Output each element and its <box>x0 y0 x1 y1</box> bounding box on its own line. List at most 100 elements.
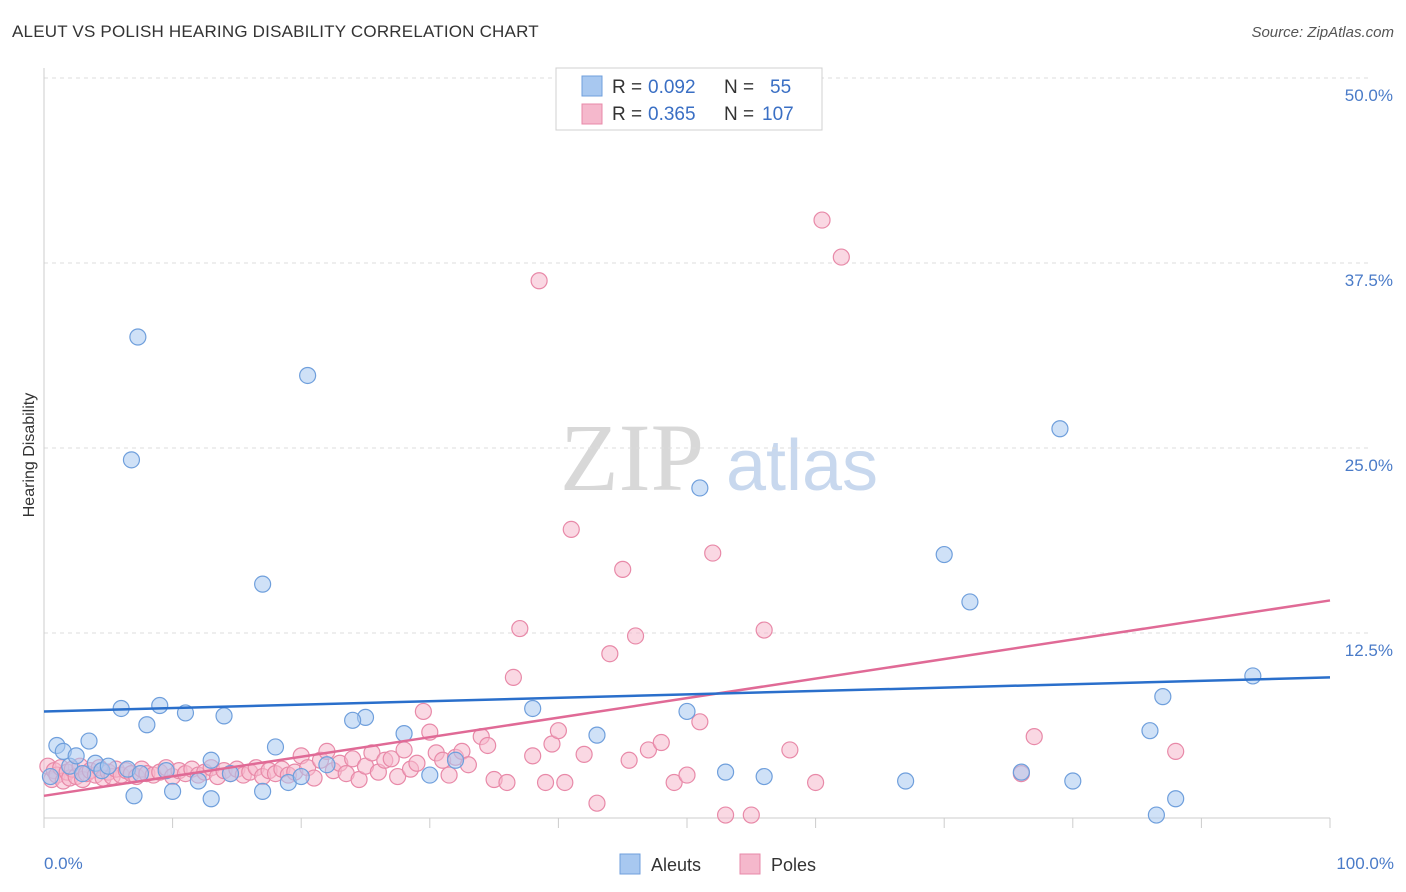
poles-point-72 <box>440 766 458 784</box>
source-label: Source: ZipAtlas.com <box>1251 24 1394 41</box>
poles-point-77 <box>479 736 497 755</box>
aleuts-point-47 <box>1012 763 1030 781</box>
aleuts-point-16 <box>129 328 147 346</box>
aleuts-point-17 <box>122 451 141 469</box>
poles-point-99 <box>691 713 709 731</box>
legend-r-label-aleuts: R = <box>612 77 642 98</box>
legend-n-label-poles: N = <box>724 104 754 125</box>
poles-point-91 <box>601 645 619 663</box>
poles-point-84 <box>536 773 555 792</box>
aleuts-point-52 <box>1154 688 1172 706</box>
aleuts-point-28 <box>266 738 285 756</box>
y-tick-label-2: 37.5% <box>1345 271 1393 290</box>
poles-point-90 <box>588 794 606 812</box>
poles-point-63 <box>382 750 400 768</box>
y-tick-labels: 12.5% 25.0% 37.5% 50.0% <box>1345 86 1393 660</box>
legend-r-value-poles: 0.365 <box>648 104 696 125</box>
poles-point-65 <box>395 741 413 759</box>
poles-point-57 <box>344 750 362 768</box>
poles-point-107 <box>832 248 850 266</box>
y-tick-label-0: 12.5% <box>1345 641 1393 660</box>
watermark-atlas: atlas <box>726 426 878 506</box>
aleuts-point-36 <box>421 766 439 784</box>
aleuts-point-24 <box>215 707 233 725</box>
aleuts-points <box>41 328 1262 824</box>
aleuts-point-38 <box>524 699 542 718</box>
legend-n-label-aleuts: N = <box>724 77 754 98</box>
aleuts-point-33 <box>344 711 362 729</box>
poles-point-82 <box>524 747 542 765</box>
poles-point-96 <box>652 733 670 752</box>
poles-point-97 <box>665 773 683 792</box>
poles-points <box>39 211 1185 824</box>
poles-point-92 <box>614 560 632 578</box>
watermark: ZIP atlas <box>560 404 878 511</box>
poles-point-100 <box>704 544 722 562</box>
poles-point-101 <box>716 806 735 824</box>
x-tick-label-0: 0.0% <box>44 854 83 873</box>
aleuts-point-43 <box>755 767 773 786</box>
aleuts-point-45 <box>935 545 953 564</box>
poles-point-109 <box>1025 727 1043 746</box>
legend-n-value-aleuts: 55 <box>770 77 791 98</box>
aleuts-point-12 <box>125 787 143 805</box>
aleuts-point-35 <box>299 366 317 385</box>
legend-n-value-poles: 107 <box>762 104 794 125</box>
poles-point-88 <box>562 520 580 539</box>
poles-point-98 <box>678 766 696 784</box>
aleuts-point-9 <box>99 757 117 775</box>
aleuts-point-22 <box>202 751 220 769</box>
x-tick-label-1: 100.0% <box>1336 854 1394 873</box>
y-tick-label-1: 25.0% <box>1345 456 1393 475</box>
aleuts-point-19 <box>164 782 182 800</box>
poles-point-87 <box>556 773 574 792</box>
bottom-legend-label-poles: Poles <box>771 855 816 875</box>
bottom-legend-swatch-aleuts <box>619 853 641 875</box>
aleuts-point-4 <box>67 747 85 765</box>
watermark-zip: ZIP <box>560 404 704 511</box>
legend-swatch-aleuts <box>581 75 603 97</box>
aleuts-point-21 <box>189 772 207 790</box>
poles-point-95 <box>639 741 658 759</box>
aleuts-point-18 <box>157 762 175 780</box>
poles-point-102 <box>742 806 760 824</box>
poles-point-83 <box>530 272 548 290</box>
aleuts-point-51 <box>1147 806 1165 824</box>
poles-point-68 <box>414 702 432 721</box>
poles-point-94 <box>626 627 645 645</box>
aleuts-point-40 <box>678 702 696 721</box>
aleuts-point-44 <box>897 772 915 790</box>
aleuts-point-48 <box>1051 420 1069 438</box>
poles-point-81 <box>511 619 529 638</box>
poles-point-80 <box>504 668 522 687</box>
aleuts-point-46 <box>961 593 979 611</box>
poles-point-103 <box>755 621 773 639</box>
legend-swatch-poles <box>581 103 603 125</box>
aleuts-point-53 <box>1167 790 1185 808</box>
aleuts-point-50 <box>1141 722 1159 740</box>
poles-point-106 <box>813 211 831 229</box>
bottom-legend-label-aleuts: Aleuts <box>651 855 701 875</box>
aleuts-point-14 <box>138 716 156 734</box>
x-tick-marks <box>43 818 1331 828</box>
legend: R = 0.092 N = 55 R = 0.365 N = 107 <box>555 67 823 131</box>
legend-r-value-aleuts: 0.092 <box>648 77 696 98</box>
aleuts-point-5 <box>73 764 92 783</box>
bottom-legend-swatch-poles <box>739 853 761 875</box>
poles-point-110 <box>1167 742 1185 761</box>
legend-r-label-poles: R = <box>612 104 642 125</box>
aleuts-point-31 <box>318 756 336 774</box>
aleuts-point-23 <box>202 790 220 808</box>
y-tick-label-3: 50.0% <box>1345 86 1393 105</box>
aleuts-point-39 <box>588 726 606 744</box>
poles-point-67 <box>408 754 426 772</box>
aleuts-point-27 <box>254 782 272 800</box>
poles-point-79 <box>498 773 516 792</box>
aleuts-point-26 <box>254 575 272 593</box>
poles-point-89 <box>575 745 593 763</box>
aleuts-point-37 <box>446 751 465 769</box>
aleuts-trend-line <box>43 676 1331 713</box>
aleuts-point-54 <box>1244 667 1262 685</box>
poles-point-93 <box>620 751 638 769</box>
